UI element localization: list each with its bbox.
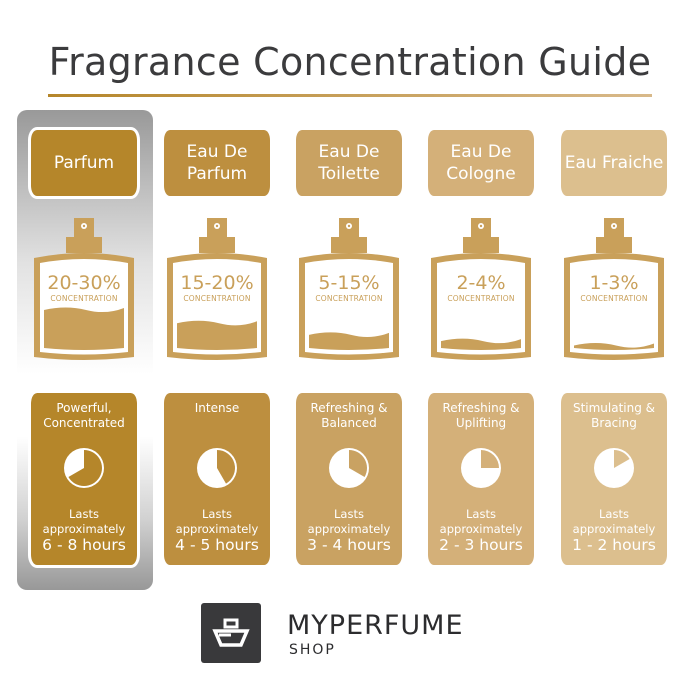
clock-pie-icon [64, 448, 104, 488]
bottle-icon [299, 218, 399, 360]
concentration-percent: 15-20% [180, 272, 254, 294]
lasts-label: Lasts approximately [572, 507, 656, 536]
duration: 1 - 2 hours [572, 536, 656, 554]
type-label: Eau De Toilette [296, 130, 402, 196]
concentration-percent: 5-15% [318, 272, 380, 294]
bottle-neck [199, 237, 235, 253]
logo-icon [201, 603, 261, 663]
title-underline [48, 94, 652, 97]
longevity-card: Powerful, Concentrated Lasts approximate… [28, 390, 140, 568]
pie-wedge [481, 450, 499, 468]
type-name: Eau De Cologne [446, 142, 516, 184]
lasts-label: Lasts approximately [439, 507, 523, 536]
longevity-card: Refreshing & Uplifting Lasts approximate… [428, 393, 534, 565]
description: Stimulating & Bracing [572, 401, 656, 430]
longevity-card: Refreshing & Balanced Lasts approximatel… [296, 393, 402, 565]
duration: 4 - 5 hours [175, 536, 259, 554]
pie-wedge [614, 450, 630, 468]
description: Refreshing & Balanced [310, 401, 388, 430]
bottle-neck [596, 237, 632, 253]
bottle-neck [66, 237, 102, 253]
description: Intense [194, 401, 240, 415]
longevity-card: Stimulating & Bracing Lasts approximatel… [561, 393, 667, 565]
liquid-fill [309, 332, 389, 350]
duration: 2 - 3 hours [439, 536, 523, 554]
fragrance-column: Eau De Toilette 5-15% CONCENTRATION Refr… [296, 0, 402, 700]
pie-wedge [68, 450, 102, 486]
fragrance-column: Eau Fraiche 1-3% CONCENTRATION Stimulati… [561, 0, 667, 700]
type-label: Eau De Cologne [428, 130, 534, 196]
type-label: Eau De Parfum [164, 130, 270, 196]
duration: 6 - 8 hours [42, 536, 126, 554]
concentration-percent: 2-4% [456, 272, 506, 294]
concentration-percent: 20-30% [47, 272, 121, 294]
liquid-fill [574, 343, 654, 350]
fragrance-column: Parfum 20-30% CONCENTRATION Powerful, Co… [28, 0, 140, 700]
liquid-fill [177, 320, 257, 350]
logo-sub: SHOP [289, 642, 336, 658]
clock-pie-icon [197, 448, 237, 488]
description: Refreshing & Uplifting [442, 401, 520, 430]
concentration-percent: 1-3% [589, 272, 639, 294]
liquid-fill [44, 307, 124, 350]
lasts-label: Lasts approximately [307, 507, 391, 536]
fragrance-column: Eau De Parfum 15-20% CONCENTRATION Inten… [164, 0, 270, 700]
concentration-label: CONCENTRATION [315, 294, 383, 303]
bottle-icon [431, 218, 531, 360]
clock-pie-icon [329, 448, 369, 488]
pie-wedge [349, 450, 367, 477]
concentration-label: CONCENTRATION [447, 294, 515, 303]
liquid-fill [441, 338, 521, 350]
logo-brand: MYPERFUME [287, 610, 464, 641]
bottle-neck [331, 237, 367, 253]
type-label: Parfum [28, 127, 140, 199]
clock-pie-icon [461, 448, 501, 488]
bottle-icon [167, 218, 267, 360]
duration: 3 - 4 hours [307, 536, 391, 554]
description: Powerful, Concentrated [43, 401, 125, 430]
bottle-neck [463, 237, 499, 253]
longevity-card: Intense Lasts approximately 4 - 5 hours [164, 393, 270, 565]
type-name: Eau De Toilette [318, 142, 380, 184]
page-title: Fragrance Concentration Guide [48, 40, 652, 84]
bottle-icon [564, 218, 664, 360]
concentration-label: CONCENTRATION [183, 294, 251, 303]
clock-pie-icon [594, 448, 634, 488]
bottle-icon [34, 218, 134, 360]
concentration-label: CONCENTRATION [50, 294, 118, 303]
lasts-label: Lasts approximately [42, 507, 126, 536]
type-name: Eau De Parfum [186, 142, 248, 184]
concentration-label: CONCENTRATION [580, 294, 648, 303]
pie-wedge [217, 450, 235, 484]
type-name: Parfum [53, 153, 115, 173]
lasts-label: Lasts approximately [175, 507, 259, 536]
type-name: Eau Fraiche [564, 153, 664, 173]
fragrance-column: Eau De Cologne 2-4% CONCENTRATION Refres… [428, 0, 534, 700]
type-label: Eau Fraiche [561, 130, 667, 196]
